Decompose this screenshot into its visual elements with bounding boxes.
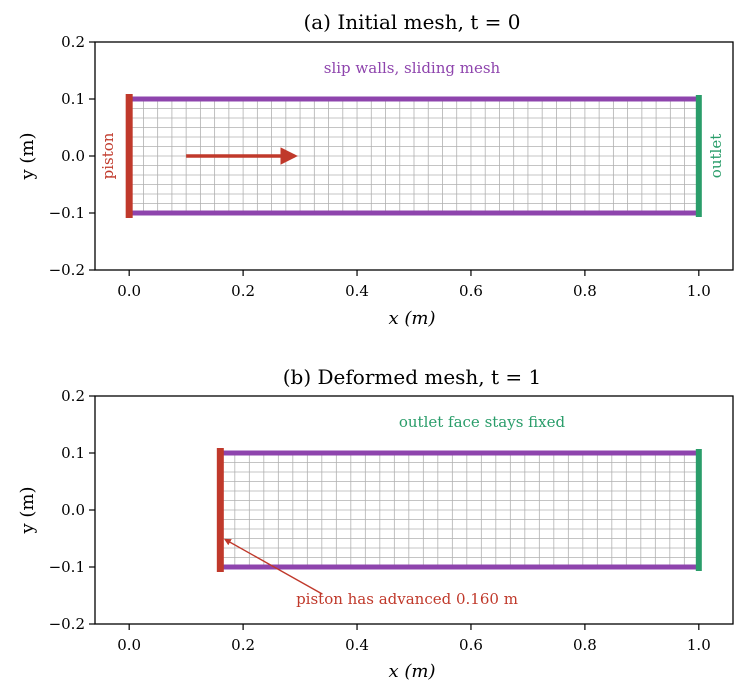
- y-tick-label: 0.2: [61, 33, 85, 51]
- x-tick-label: 1.0: [687, 282, 711, 300]
- x-tick-label: 0.2: [231, 282, 255, 300]
- y-tick-label: −0.1: [49, 558, 85, 576]
- panel-a-outlet-label: outlet: [707, 134, 725, 178]
- x-tick-label: 0.4: [345, 636, 369, 654]
- y-tick-label: 0.2: [61, 387, 85, 405]
- panel-b-ylabel: y (m): [17, 486, 38, 534]
- y-tick-label: 0.0: [61, 147, 85, 165]
- x-tick-label: 0.8: [573, 636, 597, 654]
- x-tick-label: 0.0: [117, 636, 141, 654]
- y-tick-label: 0.0: [61, 501, 85, 519]
- y-tick-label: −0.2: [49, 261, 85, 279]
- x-tick-label: 0.6: [459, 636, 483, 654]
- x-tick-label: 0.4: [345, 282, 369, 300]
- y-tick-label: −0.2: [49, 615, 85, 633]
- panel-b-mesh: [219, 452, 700, 568]
- panel-a-xlabel: x (m): [389, 308, 436, 329]
- panel-a-title: (a) Initial mesh, t = 0: [303, 10, 520, 34]
- panel-b-ticks: 0.0 0.2 0.4 0.6 0.8 1.0 −0.2 −0.1 0.0 0.1 0.2: [49, 387, 711, 654]
- panel-b: (b) Deformed mesh, t = 1 outlet face sta…: [17, 365, 734, 682]
- panel-b-outlet-note: outlet face stays fixed: [399, 413, 566, 431]
- x-tick-label: 1.0: [687, 636, 711, 654]
- panel-a-mesh: [128, 98, 700, 214]
- y-tick-label: 0.1: [61, 90, 85, 108]
- x-tick-label: 0.2: [231, 636, 255, 654]
- panel-b-xlabel: x (m): [389, 661, 436, 682]
- panel-b-walls: [216, 448, 702, 595]
- panel-b-advance-annotation: piston has advanced 0.160 m: [296, 590, 518, 608]
- y-tick-label: 0.1: [61, 444, 85, 462]
- x-tick-label: 0.8: [573, 282, 597, 300]
- x-tick-label: 0.6: [459, 282, 483, 300]
- panel-a-walls-label: slip walls, sliding mesh: [324, 59, 501, 77]
- panel-a-walls: [125, 94, 702, 218]
- panel-a-piston-label: piston: [99, 132, 117, 179]
- panel-a-ylabel: y (m): [17, 132, 38, 180]
- panel-b-title: (b) Deformed mesh, t = 1: [283, 365, 542, 389]
- x-tick-label: 0.0: [117, 282, 141, 300]
- advance-annotation-arrow: [223, 538, 323, 595]
- y-tick-label: −0.1: [49, 204, 85, 222]
- panel-a: (a) Initial mesh, t = 0 slip walls, slid…: [17, 10, 734, 329]
- panel-a-ticks: 0.0 0.2 0.4 0.6 0.8 1.0 −0.2 −0.1 0.0 0.1 0.2: [49, 33, 711, 300]
